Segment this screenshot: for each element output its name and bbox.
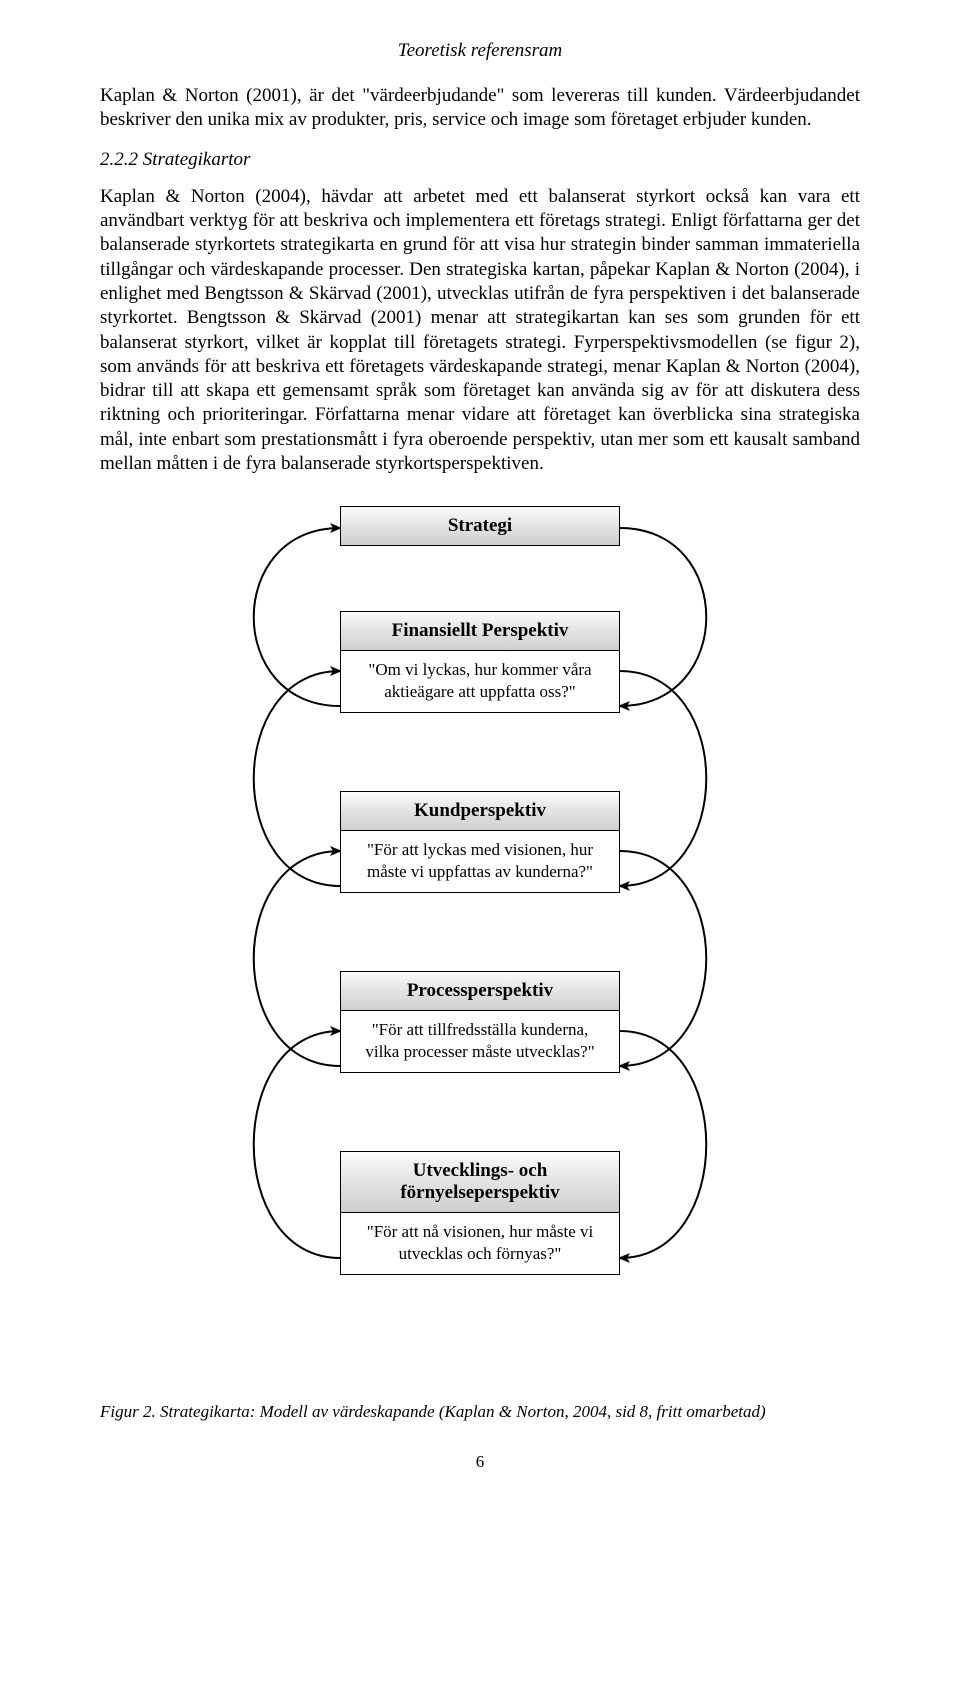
node-finans-body: "Om vi lyckas, hur kommer våra aktieägar… <box>341 651 619 712</box>
node-kund: Kundperspektiv "För att lyckas med visio… <box>340 791 620 893</box>
node-process-title: Processperspektiv <box>341 972 619 1011</box>
flow-arrow <box>620 671 706 886</box>
node-process-body: "För att tillfredsställa kunderna, vilka… <box>341 1011 619 1072</box>
node-utveckling-title: Utvecklings- och förnyelseperspektiv <box>341 1152 619 1213</box>
flow-arrow <box>620 1031 706 1258</box>
flow-arrow <box>620 528 706 706</box>
node-strategi-title: Strategi <box>341 507 619 545</box>
node-finans-title: Finansiellt Perspektiv <box>341 612 619 651</box>
page-number: 6 <box>100 1452 860 1472</box>
node-kund-title: Kundperspektiv <box>341 792 619 831</box>
flow-arrow <box>254 1031 340 1258</box>
flow-arrow <box>254 528 340 706</box>
node-kund-body: "För att lyckas med visionen, hur måste … <box>341 831 619 892</box>
node-utveckling-body: "För att nå visionen, hur måste vi utvec… <box>341 1213 619 1274</box>
figure-caption: Figur 2. Strategikarta: Modell av värdes… <box>100 1402 860 1422</box>
paragraph-2: Kaplan & Norton (2004), hävdar att arbet… <box>100 185 860 477</box>
flow-arrow <box>254 671 340 886</box>
node-finans: Finansiellt Perspektiv "Om vi lyckas, hu… <box>340 611 620 713</box>
strategy-map-diagram: Strategi Finansiellt Perspektiv "Om vi l… <box>100 506 860 1376</box>
node-utveckling: Utvecklings- och förnyelseperspektiv "Fö… <box>340 1151 620 1275</box>
page: Teoretisk referensram Kaplan & Norton (2… <box>0 0 960 1502</box>
page-header: Teoretisk referensram <box>100 40 860 62</box>
subheading: 2.2.2 Strategikartor <box>100 149 860 171</box>
paragraph-1: Kaplan & Norton (2001), är det "värdeerb… <box>100 84 860 133</box>
node-process: Processperspektiv "För att tillfredsstäl… <box>340 971 620 1073</box>
flow-arrow <box>620 851 706 1066</box>
flow-arrow <box>254 851 340 1066</box>
node-strategi: Strategi <box>340 506 620 546</box>
